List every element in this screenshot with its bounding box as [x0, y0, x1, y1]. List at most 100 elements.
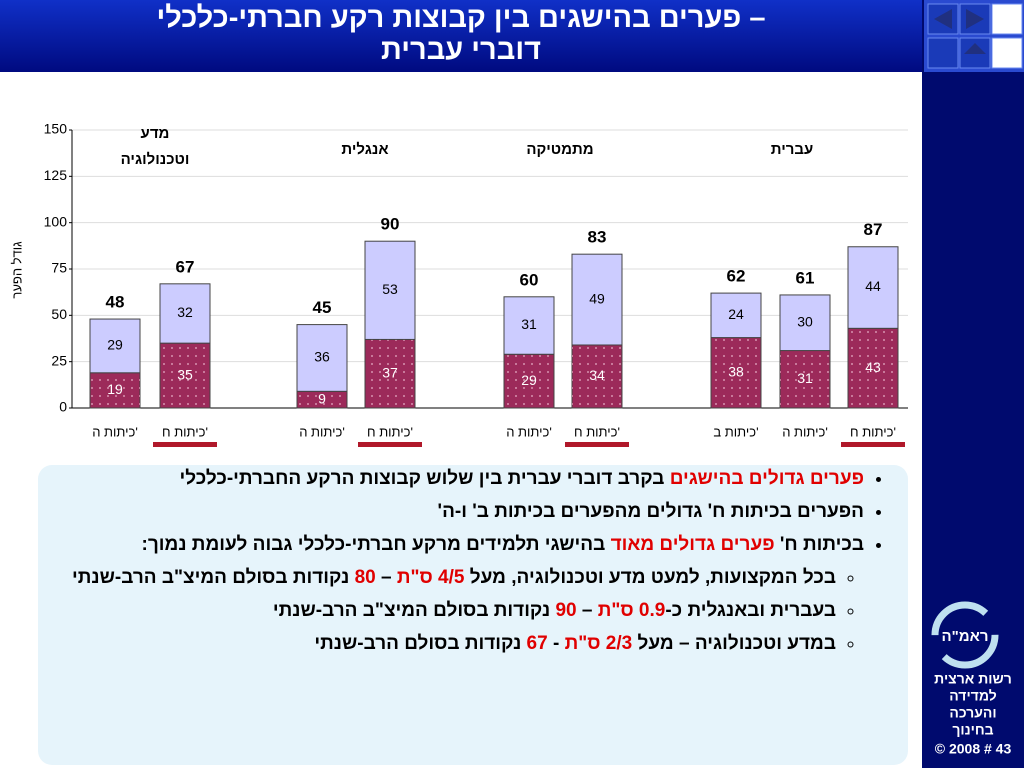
- bar-segment: [296, 324, 348, 392]
- text-run: במדע וטכנולוגיה – מעל: [632, 633, 836, 654]
- segment-label: 44: [865, 278, 881, 294]
- bar-segment: [364, 240, 416, 340]
- segment-label: 36: [314, 349, 330, 365]
- nav-panel: [924, 0, 1024, 72]
- bar-texture: [297, 391, 347, 408]
- title-bar: פערים בהישגים בין קבוצות רקע חברתי-כלכלי…: [0, 0, 922, 72]
- segment-label: 38: [728, 363, 744, 379]
- total-label: 83: [588, 228, 607, 247]
- bullet: בכיתות ח' פערים גדולים מאוד בהישגי תלמיד…: [50, 533, 864, 656]
- nav-menu[interactable]: [991, 3, 1023, 35]
- bar-segment: [159, 283, 211, 344]
- nav-icons: [927, 3, 1023, 69]
- y-tick-label: 125: [44, 167, 68, 183]
- bullet: בכל המקצועות, למעט מדע וטכנולוגיה, מעל 4…: [50, 566, 836, 590]
- segment-label: 24: [728, 306, 744, 322]
- text-run: בקרב דוברי עברית בין שלוש קבוצות הרקע הח…: [179, 468, 670, 489]
- bar-segment: [847, 246, 899, 329]
- y-tick-label: 75: [51, 260, 67, 276]
- x-tick-label: כיתות ח': [850, 424, 896, 439]
- group-label: מתמטיקה: [526, 141, 593, 158]
- text-run: 90: [555, 600, 577, 621]
- text-run: בהישגי תלמידים מרקע חברתי-כלכלי גבוה לעו…: [141, 534, 611, 555]
- group-label: עברית: [771, 141, 814, 158]
- nav-return[interactable]: [927, 37, 959, 69]
- bullet: במדע וטכנולוגיה – מעל 2/3 ס"ת - 67 נקודו…: [50, 632, 836, 656]
- bar-segment: [710, 292, 762, 339]
- y-tick-label: 100: [44, 213, 68, 229]
- bullet-list: פערים גדולים בהישגים בקרב דוברי עברית בי…: [50, 467, 888, 656]
- total-label: 48: [106, 293, 125, 312]
- logo-text: ראמ"ה: [941, 628, 988, 645]
- text-run: -: [547, 633, 565, 654]
- segment-label: 19: [107, 381, 123, 397]
- bar-texture: [365, 339, 415, 408]
- text-run: –: [375, 567, 397, 588]
- segment-label: 43: [865, 359, 881, 375]
- bullet: פערים גדולים בהישגים בקרב דוברי עברית בי…: [50, 467, 865, 491]
- bar-texture: [780, 350, 830, 408]
- text-run: –: [576, 600, 598, 621]
- text-run: 67: [526, 633, 548, 654]
- org-line: בחינוך: [952, 722, 993, 738]
- bar-texture: [848, 328, 898, 408]
- bar-segment: [571, 253, 623, 346]
- x-tick-label: כיתות ה': [92, 424, 138, 439]
- text-run: בכיתות ח': [774, 534, 864, 555]
- bullet: בעברית ובאנגלית כ-0.9 ס"ת – 90 נקודות בס…: [50, 599, 836, 623]
- text-run: פערים גדולים מאוד: [610, 534, 775, 555]
- x-tick-label: כיתות ה': [299, 424, 345, 439]
- sidebar: [922, 0, 1024, 768]
- total-label: 60: [520, 270, 539, 289]
- y-tick-label: 150: [44, 121, 68, 137]
- org-line: והערכה: [949, 705, 996, 721]
- bar-segment: [779, 294, 831, 352]
- total-label: 90: [381, 215, 400, 234]
- highlight-bar: [153, 442, 217, 447]
- x-tick-label: כיתות ח': [367, 424, 413, 439]
- bar-texture: [90, 372, 140, 408]
- segment-label: 34: [589, 367, 605, 383]
- segment-label: 53: [382, 281, 398, 297]
- text-run: 80: [354, 567, 376, 588]
- text-box: פערים גדולים בהישגים בקרב דוברי עברית בי…: [38, 465, 908, 765]
- y-tick-label: 25: [51, 352, 67, 368]
- bar-texture: [160, 343, 210, 408]
- title-line: פערים בהישגים בין קבוצות רקע חברתי-כלכלי…: [156, 2, 766, 34]
- logo-area: ראמ"ה רשות ארצית למדידה והערכה בחינוך © …: [931, 601, 1012, 757]
- text-run: נקודות בסולם הרב-שנתי: [314, 633, 527, 654]
- x-tick-label: כיתות ב': [713, 424, 758, 439]
- group-label: מדע: [141, 125, 170, 142]
- total-label: 62: [727, 267, 746, 286]
- total-label: 87: [864, 220, 883, 239]
- segment-label: 31: [521, 316, 537, 332]
- x-tick-label: כיתות ח': [574, 424, 620, 439]
- bar-texture: [572, 344, 622, 408]
- text-run: 0.9 ס"ת: [597, 600, 666, 621]
- bar-texture: [711, 337, 761, 408]
- segment-label: 31: [797, 370, 813, 386]
- logo-ring: [931, 601, 999, 669]
- segment-label: 37: [382, 364, 398, 380]
- segment-label: 30: [797, 313, 813, 329]
- segment-label: 32: [177, 304, 193, 320]
- total-label: 61: [796, 268, 815, 287]
- total-label: 45: [313, 298, 332, 317]
- footer: © 2008 # 43: [935, 741, 1012, 757]
- y-tick-label: 50: [51, 306, 67, 322]
- org-line: רשות ארצית: [934, 671, 1012, 687]
- bar-texture: [504, 354, 554, 408]
- bar-segment: [503, 296, 555, 355]
- text-run: בכל המקצועות, למעט מדע וטכנולוגיה, מעל: [464, 567, 836, 588]
- bullet: הפערים בכיתות ח' גדולים מהפערים בכיתות ב…: [50, 500, 864, 524]
- text-run: נקודות בסולם המיצ"ב הרב-שנתי: [272, 600, 556, 621]
- highlight-bar: [841, 442, 905, 447]
- highlight-bar: [565, 442, 629, 447]
- bar-segment: [89, 318, 141, 374]
- text-run: בעברית ובאנגלית כ-: [665, 600, 836, 621]
- icon: [964, 43, 986, 54]
- org-line: למדידה: [949, 688, 996, 704]
- text-run: 2/3 ס"ת: [564, 633, 633, 654]
- nav-chart[interactable]: [991, 37, 1023, 69]
